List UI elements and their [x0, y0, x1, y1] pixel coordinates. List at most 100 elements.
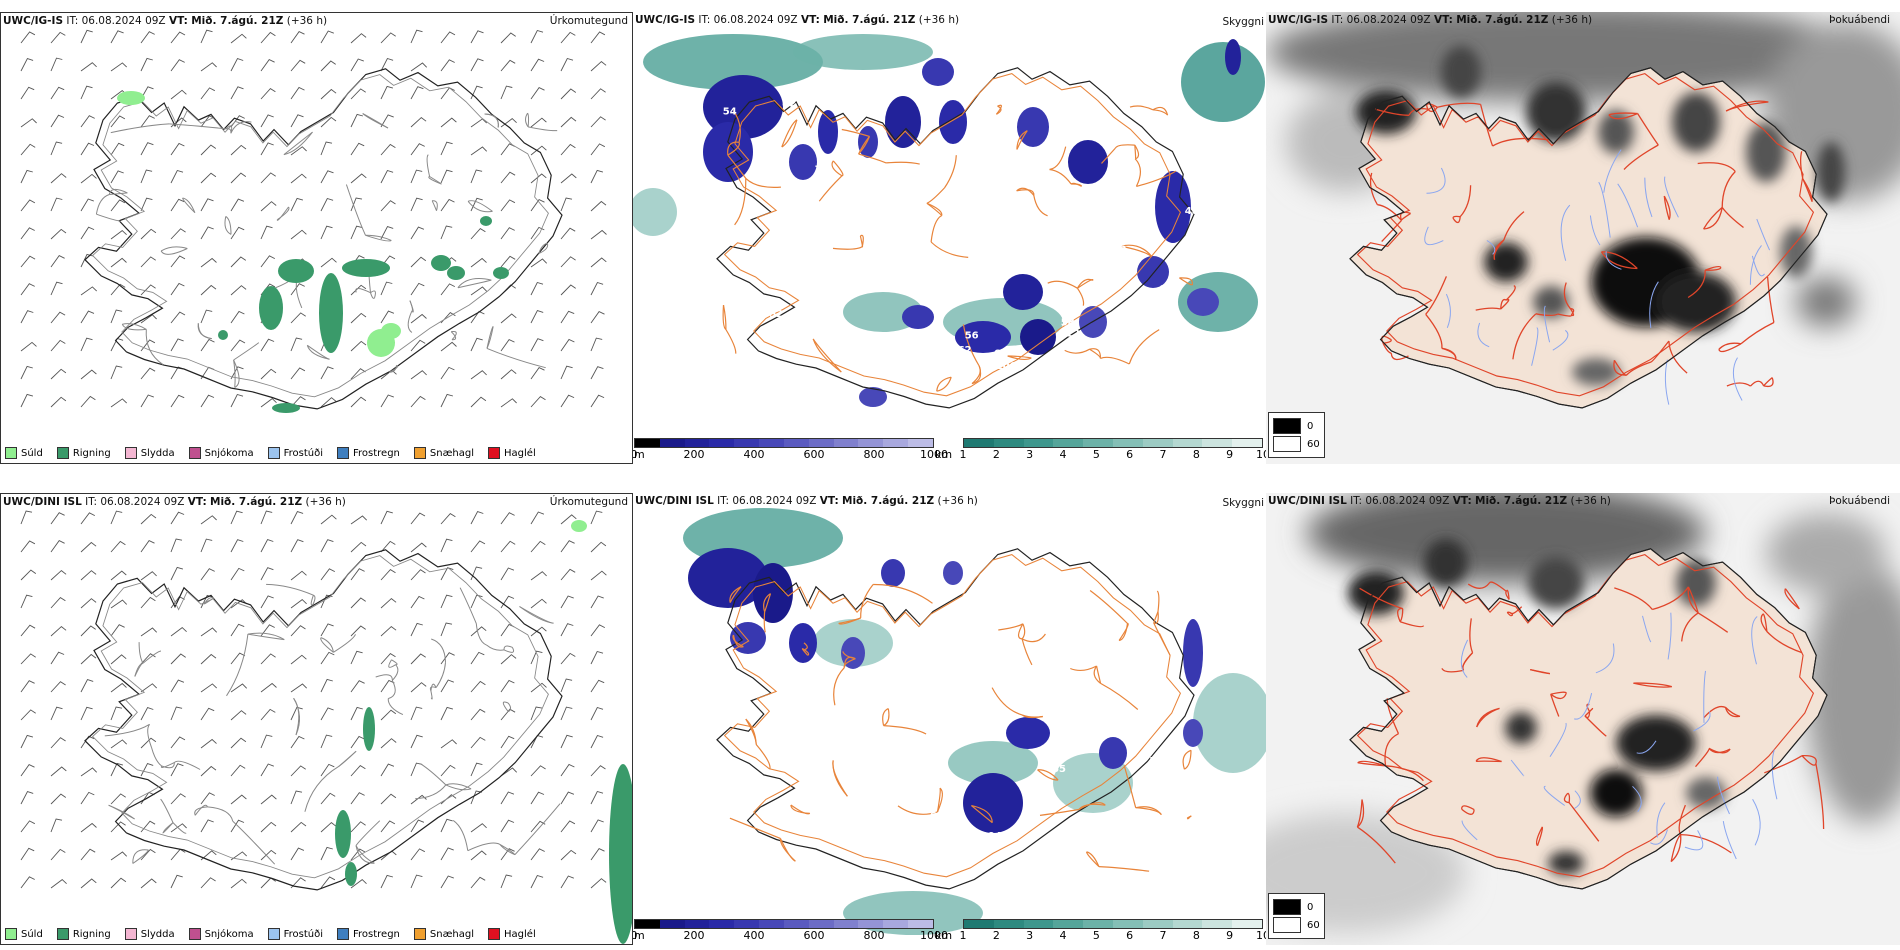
wind-barb — [200, 819, 214, 833]
colorbar-tick: 7 — [1159, 448, 1167, 461]
road-segment — [1123, 765, 1137, 808]
wind-barb — [170, 653, 186, 665]
wind-barb — [350, 173, 367, 184]
wind-barb — [50, 368, 67, 380]
wind-barb — [140, 513, 157, 525]
road-segment — [725, 329, 737, 354]
road-segment — [926, 187, 945, 204]
cloud-base-label: 83 — [1099, 215, 1113, 226]
road-segment — [930, 241, 969, 258]
it-label: IT: — [1350, 495, 1363, 507]
road-segment — [1584, 715, 1607, 737]
legend-item-snjokoma: Snjókoma — [188, 928, 254, 940]
wind-barb — [20, 791, 34, 805]
cloud-base-label: 10 — [784, 676, 798, 687]
wind-barb — [440, 706, 454, 721]
wind-barb — [350, 368, 366, 380]
wind-barb — [290, 706, 303, 721]
wind-barb — [590, 257, 607, 268]
wind-barb — [410, 706, 423, 721]
wind-barb — [110, 793, 126, 805]
wind-barb — [20, 569, 37, 581]
wind-barb — [290, 735, 305, 749]
wind-barb — [530, 258, 548, 268]
visibility-panel-top: UWC/IG-IS IT: 06.08.2024 09Z VT: Mið. 7.… — [633, 12, 1266, 464]
road-segment — [134, 662, 144, 677]
wind-barb — [410, 226, 425, 240]
wind-barb — [560, 595, 574, 609]
fog-legend: 0 60 — [1268, 893, 1325, 939]
wind-barb — [230, 366, 244, 380]
colorbar-box — [684, 920, 710, 928]
wind-barb — [230, 310, 245, 324]
wind-barb — [350, 680, 365, 693]
fog-legend-row: 0 — [1273, 899, 1320, 915]
road-segment — [147, 723, 152, 748]
wind-barb — [560, 284, 576, 296]
wind-barb — [140, 31, 155, 44]
road-segment — [1021, 633, 1046, 643]
road-segment — [233, 342, 260, 361]
road-segment — [355, 845, 375, 864]
road-segment — [1724, 707, 1741, 718]
road-segment — [467, 842, 501, 852]
precip-legend: Súld Rigning Slydda Snjókoma Frostúði Fr… — [5, 447, 536, 459]
colorbar-tick: 800 — [863, 448, 885, 461]
colorbar-box — [908, 439, 933, 447]
wind-barb — [170, 142, 185, 156]
wind-barb — [230, 510, 243, 525]
road-segment — [1120, 245, 1153, 258]
wind-barb — [530, 874, 544, 889]
road-segment — [1705, 267, 1722, 271]
wind-barb — [230, 683, 248, 693]
road-network — [722, 73, 1194, 397]
legend-label: Súld — [21, 928, 43, 940]
road-segment — [971, 805, 993, 824]
wind-barb — [380, 143, 396, 156]
wind-barb — [590, 679, 605, 693]
road-segment — [451, 330, 457, 341]
wind-barb — [80, 142, 95, 156]
road-segment — [1374, 108, 1410, 116]
wind-barb — [50, 706, 63, 721]
vt-value: Mið. 7.ágú. 21Z — [1475, 495, 1568, 507]
iceland-outline — [1349, 67, 1828, 409]
wind-barb — [80, 767, 98, 777]
road-segment — [1697, 612, 1729, 633]
road-segment — [110, 123, 170, 134]
colorbar-tick: 400 — [743, 448, 765, 461]
road-segment — [160, 246, 188, 252]
colorbar-tick: 600 — [803, 448, 825, 461]
road-segment — [459, 587, 477, 624]
wind-barb — [50, 197, 63, 212]
wind-barb — [350, 821, 366, 833]
colorbar-box — [1023, 920, 1054, 928]
wind-barb — [410, 762, 423, 777]
model-name: UWC/DINI ISL — [3, 496, 82, 508]
wind-barb — [590, 595, 604, 609]
wind-barb — [230, 226, 245, 240]
road-segment — [310, 595, 314, 606]
road-segment — [998, 623, 1024, 631]
it-value: 06.08.2024 09Z — [732, 495, 817, 507]
wind-barb — [380, 310, 395, 324]
wind-barb — [200, 850, 217, 861]
lead-time: (+36 h) — [1570, 495, 1611, 507]
wind-barb — [110, 62, 128, 72]
wind-barb — [290, 283, 305, 296]
lead-time: (+36 h) — [918, 14, 960, 26]
road-segment — [1703, 705, 1726, 719]
cloud-base-label: 194 — [981, 831, 1002, 842]
wind-barb — [260, 59, 275, 72]
cloud-base-label: 89 — [812, 184, 826, 195]
fog-legend-swatch — [1273, 899, 1301, 915]
river — [1460, 639, 1469, 678]
wind-barb — [380, 32, 396, 44]
colorbar-box — [858, 439, 884, 447]
wind-barb — [440, 393, 454, 408]
road-segment — [1512, 313, 1537, 360]
road-segment — [1687, 270, 1706, 299]
wind-barb — [380, 281, 393, 296]
wind-barb — [170, 511, 185, 525]
wind-barb — [320, 170, 334, 184]
